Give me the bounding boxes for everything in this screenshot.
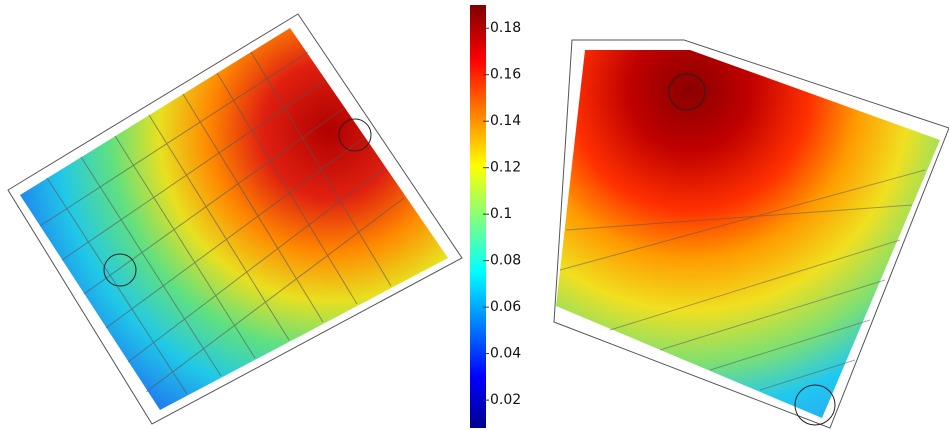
fins (559, 169, 926, 391)
colorbar-tick-label: 0.14 (490, 113, 521, 129)
field-surface (20, 28, 448, 410)
port (103, 253, 137, 287)
port (794, 384, 836, 426)
port (668, 73, 706, 111)
colorbar-tick-label: 0.06 (490, 299, 521, 315)
plate-frame (553, 39, 949, 429)
field-surface (556, 50, 940, 418)
colorbar-tick-label: 0.04 (490, 346, 521, 362)
colorbar-tick-label: 0.02 (490, 392, 521, 408)
colorbar-tick-label: 0.1 (490, 206, 512, 222)
right-view (553, 39, 949, 429)
plate-frame (7, 13, 463, 425)
colorbar (470, 5, 486, 428)
colorbar-scale (470, 5, 486, 428)
colorbar-tick-label: 0.16 (490, 67, 521, 83)
left-view (7, 13, 463, 425)
colorbar-tick-label: 0.18 (490, 20, 521, 36)
port (338, 118, 372, 152)
colorbar-tick-label: 0.12 (490, 160, 521, 176)
fins (39, 51, 405, 395)
colorbar-tick-label: 0.08 (490, 253, 521, 269)
